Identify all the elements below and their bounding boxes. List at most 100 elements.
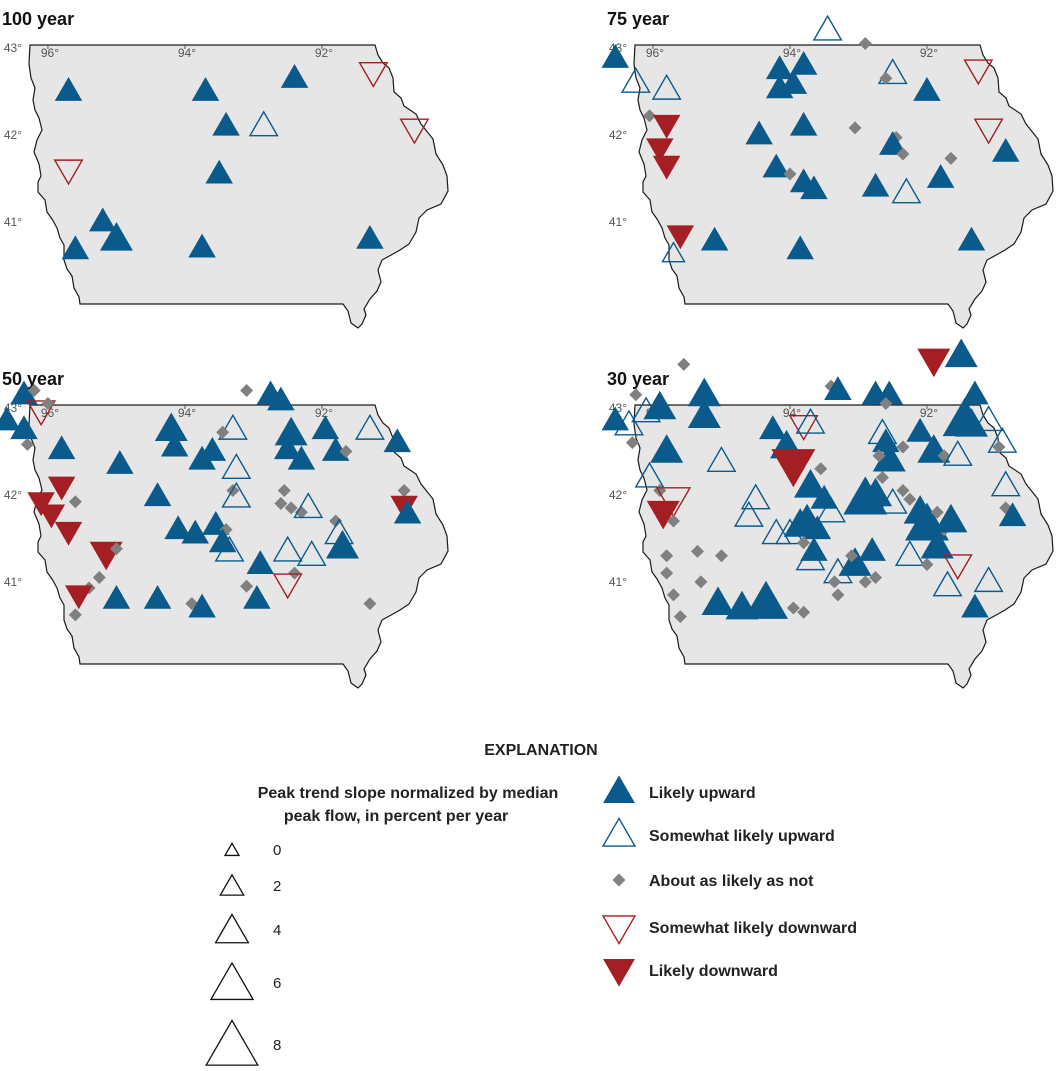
site-marker: [296, 540, 327, 566]
iowa-outline: [28, 404, 449, 689]
site-marker: [896, 147, 910, 161]
site-marker: [875, 470, 889, 484]
site-marker: [321, 437, 350, 461]
legend-size-label: 0: [273, 842, 281, 859]
site-marker: [61, 235, 90, 260]
lon-tick-label: 94°: [178, 46, 196, 60]
legend-category-label: Likely downward: [649, 963, 778, 980]
site-marker: [311, 415, 340, 440]
site-marker: [217, 413, 248, 440]
site-marker: [288, 566, 302, 580]
site-marker: [896, 440, 910, 454]
site-marker: [845, 549, 859, 563]
legend-size-triangle: [214, 913, 250, 944]
site-marker: [397, 484, 411, 497]
legend-size-triangle: [219, 873, 245, 896]
site-marker: [652, 114, 681, 139]
site-marker: [858, 37, 872, 50]
site-marker: [954, 408, 988, 437]
lat-tick-label: 41°: [4, 215, 22, 229]
site-marker: [973, 405, 1004, 432]
site-marker: [601, 406, 630, 431]
site-marker: [246, 550, 275, 574]
legend-size-title-line1: Peak trend slope normalized by median: [258, 785, 559, 802]
site-marker: [800, 175, 828, 200]
site-marker: [326, 529, 359, 559]
site-marker: [944, 151, 958, 165]
site-marker: [677, 357, 691, 371]
site-marker: [601, 44, 630, 68]
site-marker: [858, 537, 886, 561]
site-marker: [714, 549, 728, 563]
site-marker: [917, 348, 951, 378]
site-marker: [934, 503, 968, 533]
site-marker: [896, 484, 910, 497]
lat-tick-label: 41°: [4, 575, 22, 589]
site-marker: [810, 484, 838, 509]
site-marker: [643, 390, 677, 420]
site-marker: [646, 138, 674, 163]
site-marker: [789, 111, 818, 136]
site-marker: [913, 77, 941, 101]
legend-size-triangle: [209, 961, 255, 1001]
site-marker: [109, 542, 123, 556]
site-marker: [816, 496, 847, 523]
site-marker: [932, 570, 963, 597]
site-marker: [188, 593, 216, 618]
site-marker: [906, 417, 934, 442]
site-marker: [356, 224, 384, 249]
site-marker: [274, 497, 288, 511]
lon-tick-label: 94°: [783, 406, 801, 420]
panel-title: 30 year: [607, 369, 669, 389]
site-marker: [652, 155, 681, 180]
site-marker: [191, 77, 220, 101]
site-marker: [690, 544, 704, 558]
lat-tick-label: 42°: [4, 488, 22, 502]
site-marker: [399, 118, 430, 145]
legend-category-item: Likely upward: [603, 775, 756, 804]
site-marker: [687, 377, 721, 407]
site-marker: [762, 153, 790, 178]
site-marker: [54, 77, 83, 101]
legend-category-symbol: [603, 775, 635, 804]
legend-category-label: Somewhat likely downward: [649, 920, 857, 937]
site-marker: [363, 597, 377, 611]
site-marker: [660, 549, 674, 563]
site-marker: [875, 380, 904, 405]
site-marker: [99, 222, 133, 251]
site-marker: [701, 586, 735, 616]
legend-size-label: 2: [273, 878, 281, 895]
site-marker: [661, 241, 686, 263]
site-marker: [277, 484, 291, 497]
site-marker: [68, 608, 82, 622]
site-marker: [903, 492, 917, 506]
site-marker: [10, 415, 38, 440]
site-marker: [284, 501, 298, 515]
site-marker: [789, 50, 818, 75]
site-marker: [27, 383, 41, 397]
legend-category-symbol: [603, 958, 635, 987]
site-marker: [10, 380, 38, 405]
site-marker: [37, 504, 66, 529]
lon-tick-label: 92°: [315, 406, 333, 420]
site-marker: [859, 477, 893, 507]
legend-category-label: About as likely as not: [649, 873, 814, 890]
site-marker: [221, 481, 252, 508]
site-marker: [625, 436, 639, 450]
site-marker: [687, 399, 721, 428]
site-marker: [629, 388, 643, 402]
iowa-outline: [633, 44, 1054, 329]
site-marker: [650, 434, 684, 463]
site-marker: [814, 462, 828, 476]
site-marker: [212, 111, 240, 136]
site-marker: [803, 515, 832, 540]
site-marker: [706, 446, 737, 473]
site-marker: [794, 469, 827, 498]
site-marker: [877, 58, 908, 85]
legend-size-item: 8: [205, 1019, 281, 1066]
site-marker: [272, 535, 303, 562]
site-marker: [666, 225, 695, 250]
site-marker: [272, 573, 303, 600]
